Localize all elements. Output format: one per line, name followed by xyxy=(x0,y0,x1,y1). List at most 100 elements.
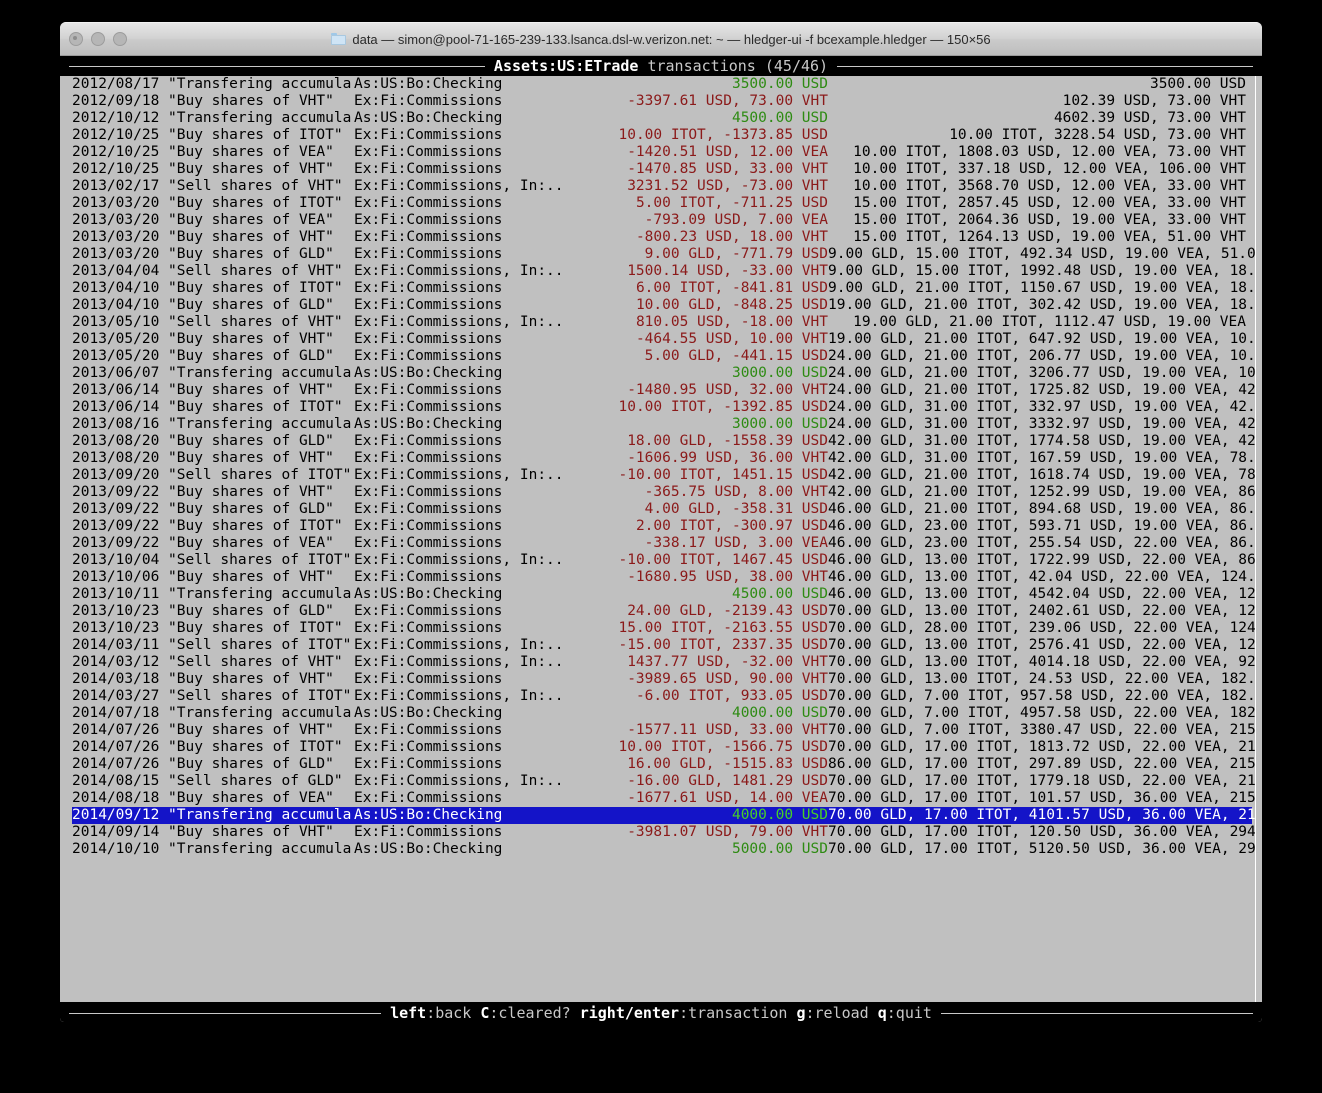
table-row[interactable]: 2013/08/20 "Buy shares of VHT" Ex:Fi:Commi… xyxy=(72,450,1262,467)
footer-key[interactable]: C xyxy=(480,1004,490,1022)
table-row[interactable]: 2014/07/26 "Buy shares of VHT" Ex:Fi:Commi… xyxy=(72,722,1262,739)
row-date: 2014/08/15 xyxy=(72,773,160,789)
row-account: Ex:Fi:Commissions xyxy=(354,722,503,738)
table-row[interactable]: 2013/09/22 "Buy shares of VEA" Ex:Fi:Commi… xyxy=(72,535,1262,552)
table-row[interactable]: 2013/09/22 "Buy shares of ITOT" Ex:Fi:Comm… xyxy=(72,518,1262,535)
table-row[interactable]: 2013/06/07 "Transfering accumula.. As:US:B… xyxy=(72,365,1262,382)
table-row[interactable]: 2013/03/20 "Buy shares of VHT" Ex:Fi:Commi… xyxy=(72,229,1252,246)
row-balance: 10.00 ITOT, 3568.70 USD, 12.00 VEA, 33.0… xyxy=(853,178,1246,194)
window-controls[interactable] xyxy=(69,23,127,55)
row-amount: 4.00 GLD, -358.31 USD xyxy=(644,501,828,517)
row-balance: 19.00 GLD, 21.00 ITOT, 302.42 USD, 19.00… xyxy=(828,297,1262,313)
footer-key[interactable]: q xyxy=(877,1004,887,1022)
row-date: 2013/04/04 xyxy=(72,263,160,279)
row-date: 2013/05/10 xyxy=(72,314,160,330)
row-amount: -464.55 USD, 10.00 VHT xyxy=(635,331,828,347)
table-row[interactable]: 2012/10/12 "Transfering accumula.. As:US:B… xyxy=(72,110,1252,127)
table-row[interactable]: 2013/05/20 "Buy shares of VHT" Ex:Fi:Commi… xyxy=(72,331,1262,348)
row-description: "Buy shares of VEA" xyxy=(168,790,334,806)
table-row[interactable]: 2013/09/22 "Buy shares of VHT" Ex:Fi:Commi… xyxy=(72,484,1262,501)
header-account: Assets:US:ETrade xyxy=(493,57,639,75)
table-row[interactable]: 2013/08/16 "Transfering accumula.. As:US:B… xyxy=(72,416,1262,433)
row-description: "Buy shares of VHT" xyxy=(168,382,334,398)
table-row[interactable]: 2014/10/10 "Transfering accumula.. As:US:B… xyxy=(72,841,1262,858)
row-amount: 10.00 GLD, -848.25 USD xyxy=(635,297,828,313)
table-row[interactable]: 2013/05/10 "Sell shares of VHT" Ex:Fi:Comm… xyxy=(72,314,1252,331)
table-row[interactable]: 2013/08/20 "Buy shares of GLD" Ex:Fi:Commi… xyxy=(72,433,1262,450)
row-description: "Transfering accumula.. xyxy=(168,807,354,823)
row-account: As:US:Bo:Checking xyxy=(354,110,503,126)
table-row[interactable]: 2012/08/17 "Transfering accumula.. As:US:B… xyxy=(72,76,1252,93)
footer-key[interactable]: g xyxy=(796,1004,806,1022)
table-row[interactable]: 2013/06/14 "Buy shares of VHT" Ex:Fi:Commi… xyxy=(72,382,1262,399)
table-row[interactable]: 2014/03/11 "Sell shares of ITOT" Ex:Fi:Com… xyxy=(72,637,1262,654)
table-row[interactable]: 2013/04/10 "Buy shares of ITOT" Ex:Fi:Comm… xyxy=(72,280,1262,297)
transactions-list[interactable]: 2012/08/17 "Transfering accumula.. As:US:B… xyxy=(60,76,1262,1002)
footer-action: :cleared? xyxy=(489,1004,571,1022)
row-account: Ex:Fi:Commissions xyxy=(354,229,503,245)
row-date: 2014/08/18 xyxy=(72,790,160,806)
close-button[interactable] xyxy=(69,32,83,46)
table-row[interactable]: 2013/03/20 "Buy shares of GLD" Ex:Fi:Commi… xyxy=(72,246,1262,263)
header-label: Assets:US:ETrade transactions (45/46) xyxy=(494,56,828,76)
table-row[interactable]: 2014/09/14 "Buy shares of VHT" Ex:Fi:Commi… xyxy=(72,824,1262,841)
table-row[interactable]: 2013/10/11 "Transfering accumula.. As:US:B… xyxy=(72,586,1262,603)
row-account: Ex:Fi:Commissions xyxy=(354,603,503,619)
row-balance: 46.00 GLD, 13.00 ITOT, 42.04 USD, 22.00 … xyxy=(828,569,1262,585)
table-row[interactable]: 2014/07/26 "Buy shares of ITOT" Ex:Fi:Comm… xyxy=(72,739,1262,756)
table-row[interactable]: 2013/10/23 "Buy shares of GLD" Ex:Fi:Commi… xyxy=(72,603,1262,620)
footer-key[interactable]: right/enter xyxy=(579,1004,680,1022)
row-account: Ex:Fi:Commissions xyxy=(354,331,503,347)
table-row[interactable]: 2013/10/23 "Buy shares of ITOT" Ex:Fi:Comm… xyxy=(72,620,1262,637)
table-row[interactable]: 2014/07/18 "Transfering accumula.. As:US:B… xyxy=(72,705,1262,722)
zoom-button[interactable] xyxy=(113,32,127,46)
table-row[interactable]: 2014/03/18 "Buy shares of VHT" Ex:Fi:Commi… xyxy=(72,671,1262,688)
row-balance: 24.00 GLD, 31.00 ITOT, 332.97 USD, 19.00… xyxy=(828,399,1262,415)
row-account: Ex:Fi:Commissions xyxy=(354,280,503,296)
table-row[interactable]: 2012/10/25 "Buy shares of VEA" Ex:Fi:Commi… xyxy=(72,144,1252,161)
table-row[interactable]: 2013/04/04 "Sell shares of VHT" Ex:Fi:Comm… xyxy=(72,263,1262,280)
row-description: "Buy shares of GLD" xyxy=(168,297,334,313)
row-date: 2014/03/18 xyxy=(72,671,160,687)
row-amount: -15.00 ITOT, 2337.35 USD xyxy=(618,637,828,653)
table-row[interactable]: 2013/09/22 "Buy shares of GLD" Ex:Fi:Commi… xyxy=(72,501,1262,518)
table-row[interactable]: 2013/04/10 "Buy shares of GLD" Ex:Fi:Commi… xyxy=(72,297,1262,314)
row-balance: 70.00 GLD, 17.00 ITOT, 101.57 USD, 36.00… xyxy=(828,790,1262,806)
row-date: 2013/10/06 xyxy=(72,569,160,585)
table-row[interactable]: 2013/10/06 "Buy shares of VHT" Ex:Fi:Commi… xyxy=(72,569,1262,586)
row-account: Ex:Fi:Commissions, In:.. xyxy=(354,654,564,670)
row-balance: 46.00 GLD, 13.00 ITOT, 1722.99 USD, 22.0… xyxy=(828,552,1262,568)
table-row[interactable]: 2013/06/14 "Buy shares of ITOT" Ex:Fi:Comm… xyxy=(72,399,1262,416)
footer-action: :back xyxy=(426,1004,472,1022)
table-row[interactable]: 2012/09/18 "Buy shares of VHT" Ex:Fi:Commi… xyxy=(72,93,1252,110)
row-amount: 4500.00 USD xyxy=(731,110,828,126)
table-row[interactable]: 2014/08/15 "Sell shares of GLD" Ex:Fi:Comm… xyxy=(72,773,1262,790)
table-row[interactable]: 2013/05/20 "Buy shares of GLD" Ex:Fi:Commi… xyxy=(72,348,1262,365)
footer-key[interactable]: left xyxy=(390,1004,427,1022)
row-date: 2012/09/18 xyxy=(72,93,160,109)
table-row[interactable]: 2014/07/26 "Buy shares of GLD" Ex:Fi:Commi… xyxy=(72,756,1262,773)
row-description: "Transfering accumula.. xyxy=(168,76,354,92)
table-row[interactable]: 2014/03/12 "Sell shares of VHT" Ex:Fi:Comm… xyxy=(72,654,1262,671)
row-balance: 102.39 USD, 73.00 VHT xyxy=(1062,93,1246,109)
row-amount: 10.00 ITOT, -1392.85 USD xyxy=(618,399,828,415)
table-row[interactable]: 2013/09/20 "Sell shares of ITOT" Ex:Fi:Com… xyxy=(72,467,1262,484)
scroll-gutter[interactable] xyxy=(1255,76,1262,1002)
table-row[interactable]: 2014/03/27 "Sell shares of ITOT" Ex:Fi:Com… xyxy=(72,688,1262,705)
table-row[interactable]: 2012/10/25 "Buy shares of ITOT" Ex:Fi:Comm… xyxy=(72,127,1252,144)
row-description: "Buy shares of VHT" xyxy=(168,450,334,466)
row-balance: 70.00 GLD, 13.00 ITOT, 4014.18 USD, 22.0… xyxy=(828,654,1262,670)
row-description: "Buy shares of VHT" xyxy=(168,722,334,738)
minimize-button[interactable] xyxy=(91,32,105,46)
row-amount: 5.00 GLD, -441.15 USD xyxy=(644,348,828,364)
table-row[interactable]: 2013/03/20 "Buy shares of ITOT" Ex:Fi:Comm… xyxy=(72,195,1252,212)
table-row[interactable]: 2013/10/04 "Sell shares of ITOT" Ex:Fi:Com… xyxy=(72,552,1262,569)
table-row[interactable]: 2013/02/17 "Sell shares of VHT" Ex:Fi:Comm… xyxy=(72,178,1252,195)
table-row[interactable]: 2014/09/12 "Transfering accumula.. As:US:B… xyxy=(72,807,1262,824)
table-row[interactable]: 2013/03/20 "Buy shares of VEA" Ex:Fi:Commi… xyxy=(72,212,1252,229)
window-titlebar[interactable]: data — simon@pool-71-165-239-133.lsanca.… xyxy=(60,22,1262,56)
footer-action: :transaction xyxy=(679,1004,788,1022)
row-description: "Buy shares of VEA" xyxy=(168,212,334,228)
table-row[interactable]: 2012/10/25 "Buy shares of VHT" Ex:Fi:Commi… xyxy=(72,161,1252,178)
table-row[interactable]: 2014/08/18 "Buy shares of VEA" Ex:Fi:Commi… xyxy=(72,790,1262,807)
